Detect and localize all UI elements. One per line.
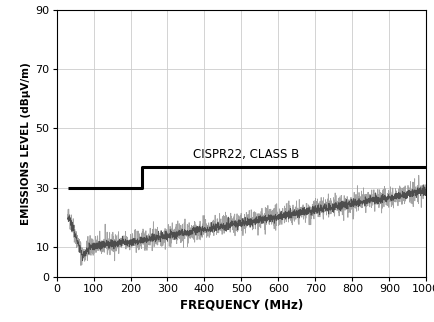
Text: CISPR22, CLASS B: CISPR22, CLASS B (193, 148, 299, 161)
X-axis label: FREQUENCY (MHz): FREQUENCY (MHz) (179, 298, 302, 311)
Y-axis label: EMISSIONS LEVEL (dBµV/m): EMISSIONS LEVEL (dBµV/m) (21, 62, 31, 225)
